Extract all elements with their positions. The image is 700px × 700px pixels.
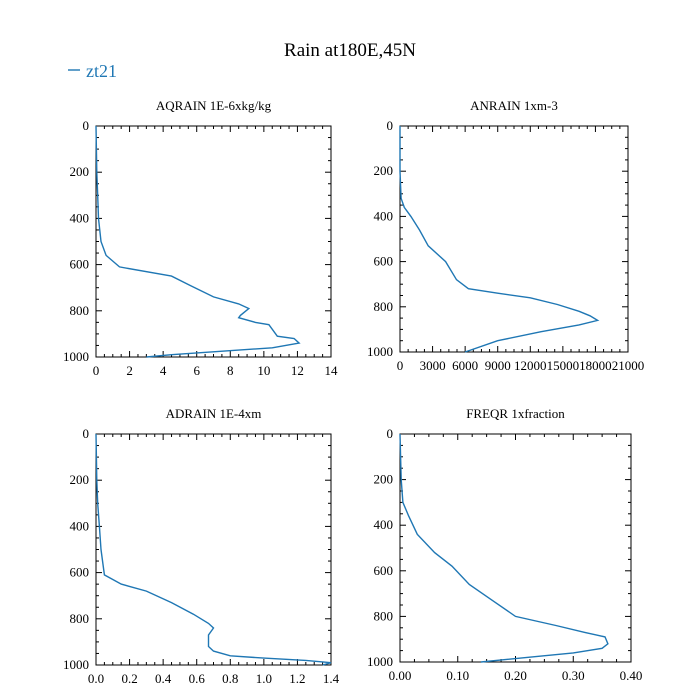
adrain-xtick-label: 1.4	[323, 671, 340, 686]
freqr-xtick-label: 0.20	[504, 668, 527, 683]
anrain-xtick-label: 3000	[420, 358, 446, 373]
adrain-xtick-label: 0.8	[222, 671, 238, 686]
aqrain-xtick-label: 6	[193, 363, 200, 378]
aqrain-xtick-label: 2	[126, 363, 133, 378]
anrain-xtick-label: 12000	[514, 358, 547, 373]
aqrain-xtick-label: 12	[291, 363, 304, 378]
adrain-xtick-label: 1.0	[256, 671, 272, 686]
anrain-ytick-label: 0	[387, 118, 394, 133]
aqrain-ytick-label: 400	[70, 210, 90, 225]
adrain-ytick-label: 400	[70, 518, 90, 533]
adrain-xtick-label: 0.4	[155, 671, 172, 686]
anrain-xtick-label: 6000	[452, 358, 478, 373]
adrain-ytick-label: 1000	[63, 657, 89, 672]
freqr-ytick-label: 600	[374, 563, 394, 578]
adrain-ytick-label: 0	[83, 426, 90, 441]
legend-label: zt21	[86, 61, 117, 81]
freqr-frame	[399, 433, 632, 663]
adrain-ytick-label: 200	[70, 472, 90, 487]
aqrain-xtick-label: 10	[257, 363, 270, 378]
aqrain-ytick-label: 0	[83, 118, 90, 133]
panel-freqr: FREQR 1xfraction 0.00 0.10 0.20 0.30 0.40 0 200…	[367, 406, 642, 683]
adrain-xtick-label: 0.2	[121, 671, 137, 686]
aqrain-title: AQRAIN 1E-6xkg/kg	[156, 98, 272, 113]
anrain-ytick-label: 400	[374, 208, 394, 223]
freqr-ytick-label: 400	[374, 517, 394, 532]
adrain-ytick-label: 800	[70, 611, 90, 626]
anrain-title: ANRAIN 1xm-3	[470, 98, 558, 113]
aqrain-ytick-label: 200	[70, 164, 90, 179]
panel-anrain: ANRAIN 1xm-30 3000 6000 9000 12000 15000 18000…	[367, 98, 644, 373]
legend: zt21	[68, 61, 117, 81]
freqr-xtick-label: 0.00	[389, 668, 412, 683]
freqr-ytick-label: 200	[374, 472, 394, 487]
aqrain-ytick-label: 1000	[63, 349, 89, 364]
aqrain-ytick-label: 800	[70, 303, 90, 318]
freqr-ytick-label: 0	[387, 426, 394, 441]
anrain-xtick-label: 21000	[612, 358, 645, 373]
anrain-ytick-label: 200	[374, 163, 394, 178]
anrain-ytick-label: 600	[374, 254, 394, 269]
adrain-xtick-label: 0.0	[88, 671, 104, 686]
aqrain-series-line	[95, 125, 301, 358]
adrain-frame	[95, 433, 332, 666]
freqr-xtick-label: 0.10	[446, 668, 469, 683]
figure-title: Rain at180E,45N	[284, 40, 416, 61]
adrain-xtick-label: 1.2	[289, 671, 305, 686]
adrain-xtick-label: 0.6	[189, 671, 206, 686]
anrain-series-line	[399, 126, 600, 353]
aqrain-xtick-label: 0	[93, 363, 100, 378]
anrain-xtick-label: 9000	[485, 358, 511, 373]
aqrain-frame	[95, 125, 332, 358]
anrain-xtick-label: 0	[397, 358, 404, 373]
freqr-ytick-label: 800	[374, 608, 394, 623]
anrain-xtick-label: 18000	[579, 358, 612, 373]
freqr-ytick-label: 1000	[367, 654, 393, 669]
aqrain-xtick-label: 14	[325, 363, 339, 378]
freqr-series-line	[399, 433, 609, 663]
aqrain-xtick-label: 4	[160, 363, 167, 378]
aqrain-xtick-label: 8	[227, 363, 234, 378]
adrain-ytick-label: 600	[70, 565, 90, 580]
panel-aqrain: AQRAIN 1E-6xkg/kg 0 2 4 6 8 10 12 14 0 200 400 600 80…	[63, 98, 338, 378]
freqr-xtick-label: 0.30	[562, 668, 585, 683]
freqr-xtick-label: 0.40	[620, 668, 643, 683]
anrain-ytick-label: 1000	[367, 344, 393, 359]
aqrain-ytick-label: 600	[70, 257, 90, 272]
adrain-series-line	[95, 433, 332, 666]
panel-adrain: ADRAIN 1E-4xm 0.0 0.2 0.4 0.6 0.8 1.0 1.2 1.4 0 20…	[63, 406, 340, 686]
anrain-ytick-label: 800	[374, 299, 394, 314]
adrain-title: ADRAIN 1E-4xm	[166, 406, 262, 421]
freqr-title: FREQR 1xfraction	[466, 406, 565, 421]
anrain-xtick-label: 15000	[547, 358, 580, 373]
